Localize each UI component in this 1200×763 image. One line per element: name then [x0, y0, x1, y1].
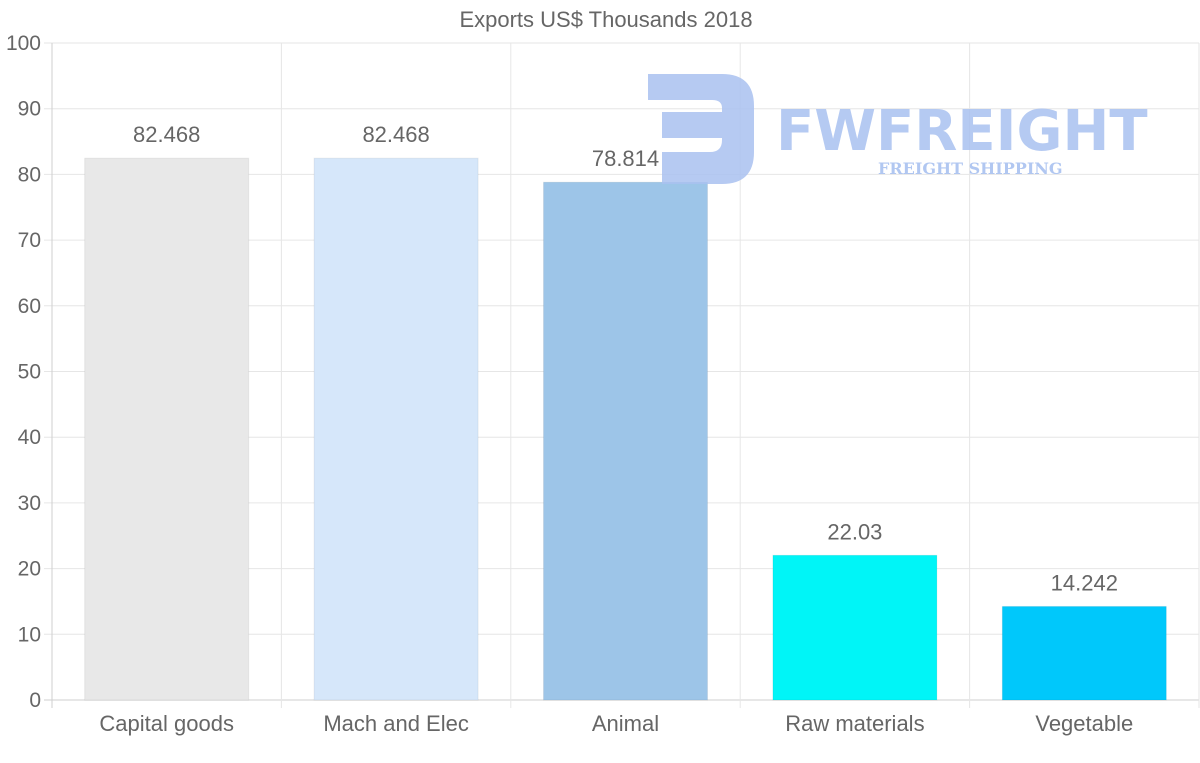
data-label: 78.814 [592, 146, 659, 171]
logo-mark-icon [648, 74, 754, 184]
bar-capital-goods[interactable] [84, 157, 250, 701]
x-category-label: Capital goods [99, 711, 234, 736]
data-labels: 82.468 82.468 78.814 22.03 14.242 [133, 122, 1118, 595]
y-tick-label: 100 [6, 32, 41, 55]
x-axis-categories: Capital goods Mach and Elec Animal Raw mate… [99, 711, 1133, 736]
y-tick-label: 20 [18, 558, 41, 581]
y-tick-label: 50 [18, 361, 41, 384]
y-tick-label: 30 [18, 492, 41, 515]
watermark-tagline: FREIGHT SHIPPING [878, 159, 1063, 178]
bar-animal[interactable] [543, 181, 708, 701]
data-label: 82.468 [133, 122, 200, 147]
bar-raw-materials[interactable] [772, 554, 938, 701]
y-tick-label: 60 [18, 295, 41, 318]
y-tick-label: 90 [18, 98, 41, 121]
data-label: 14.242 [1051, 570, 1118, 595]
watermark-brand: FWFREIGHT [776, 99, 1148, 164]
watermark-logo: FWFREIGHT FREIGHT SHIPPING [648, 74, 1148, 184]
x-category-label: Vegetable [1035, 711, 1133, 736]
x-category-label: Mach and Elec [323, 711, 469, 736]
y-tick-label: 70 [18, 229, 41, 252]
x-category-label: Animal [592, 711, 659, 736]
y-tick-label: 10 [18, 623, 41, 646]
bars [84, 157, 1167, 701]
y-tick-label: 80 [18, 163, 41, 186]
data-label: 22.03 [827, 519, 882, 544]
bar-mach-and-elec[interactable] [313, 157, 479, 701]
data-label: 82.468 [362, 122, 429, 147]
chart-title: Exports US$ Thousands 2018 [459, 7, 752, 32]
bar-vegetable[interactable] [1001, 605, 1167, 701]
x-category-label: Raw materials [785, 711, 924, 736]
y-tick-label: 0 [29, 689, 41, 712]
y-axis-ticks: 0 10 20 30 40 50 60 70 80 90 100 [6, 32, 41, 712]
y-tick-label: 40 [18, 426, 41, 449]
